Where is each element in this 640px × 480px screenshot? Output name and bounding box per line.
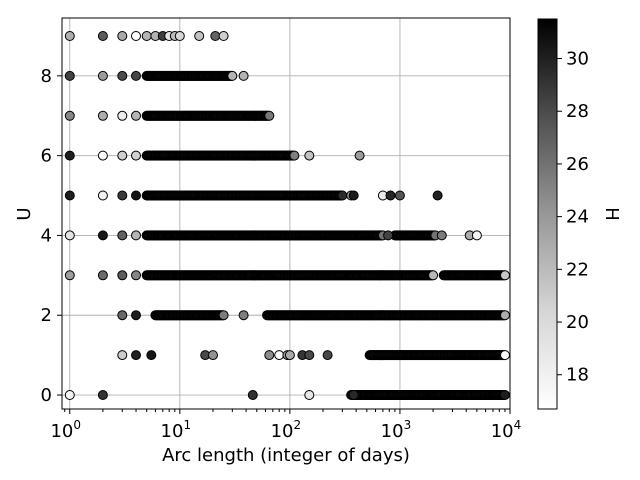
data-point <box>131 31 141 41</box>
data-point <box>131 70 141 81</box>
y-axis-label: U <box>14 207 35 220</box>
data-point <box>97 230 108 241</box>
x-axis-ticks: 100 101 102 103 104 <box>50 409 521 442</box>
data-point <box>238 310 249 321</box>
y-axis-ticks: 0 2 4 6 8 <box>41 66 62 406</box>
data-point <box>117 230 128 241</box>
data-point <box>264 350 275 361</box>
data-point <box>383 230 394 241</box>
data-point <box>428 270 439 281</box>
data-point <box>97 190 108 201</box>
colorbar-tick-label: 26 <box>566 154 589 175</box>
data-point <box>141 31 152 41</box>
data-point <box>238 70 249 81</box>
data-point <box>131 270 141 281</box>
data-points <box>64 31 510 400</box>
y-tick-label: 4 <box>41 225 52 246</box>
data-point <box>218 31 229 41</box>
data-point <box>97 150 108 161</box>
data-point <box>117 350 128 361</box>
y-tick-label: 2 <box>41 305 52 326</box>
data-point <box>64 150 75 161</box>
data-point <box>64 110 75 121</box>
data-point <box>117 270 128 281</box>
data-point <box>117 150 128 161</box>
plot-frame <box>61 17 511 410</box>
data-point <box>64 270 75 281</box>
data-point <box>117 310 128 321</box>
y-tick-label: 0 <box>41 385 52 406</box>
data-point <box>117 70 128 81</box>
data-point <box>97 31 108 41</box>
data-point <box>131 150 141 161</box>
x-tick-label: 102 <box>271 418 302 442</box>
data-point <box>500 310 510 321</box>
colorbar-label: H <box>601 207 622 221</box>
colorbar-tick-label: 24 <box>566 207 589 228</box>
data-point <box>218 310 229 321</box>
colorbar <box>537 18 558 410</box>
data-point <box>304 390 315 400</box>
data-point <box>304 350 315 361</box>
x-tick-label: 101 <box>161 418 192 442</box>
data-point <box>289 150 300 161</box>
data-point <box>284 350 295 361</box>
data-point <box>337 190 348 201</box>
data-point <box>436 230 447 241</box>
data-point <box>64 230 75 241</box>
data-point <box>131 350 141 361</box>
data-point <box>385 190 396 201</box>
colorbar-tick-label: 30 <box>566 49 589 70</box>
data-point <box>264 110 275 121</box>
data-point <box>117 110 128 121</box>
data-point <box>131 110 141 121</box>
data-point <box>354 150 365 161</box>
y-tick-label: 8 <box>41 66 52 87</box>
x-tick-label: 104 <box>491 418 522 442</box>
data-point <box>500 270 510 281</box>
data-point <box>394 190 405 201</box>
data-point <box>304 150 315 161</box>
colorbar-ticks: 18 20 22 24 26 28 30 <box>557 49 589 386</box>
y-tick-label: 6 <box>41 146 52 167</box>
colorbar-tick-label: 22 <box>566 259 589 280</box>
data-point <box>117 31 128 41</box>
data-point <box>97 110 108 121</box>
data-point <box>471 230 482 241</box>
data-point <box>131 230 141 241</box>
x-axis-label: Arc length (integer of days) <box>162 445 410 466</box>
data-point <box>247 390 258 400</box>
data-point <box>64 390 75 400</box>
data-point <box>322 350 333 361</box>
data-point <box>500 390 510 400</box>
data-point <box>348 190 359 201</box>
data-point <box>97 270 108 281</box>
data-point <box>227 70 238 81</box>
data-point <box>174 31 185 41</box>
data-point <box>500 350 510 361</box>
data-point <box>64 31 75 41</box>
data-point <box>146 350 157 361</box>
data-point <box>348 390 359 400</box>
data-point <box>64 190 75 201</box>
data-point <box>97 70 108 81</box>
colorbar-tick-label: 20 <box>566 312 589 333</box>
data-point <box>208 350 218 361</box>
data-point <box>194 31 205 41</box>
data-point <box>97 390 108 400</box>
x-tick-label: 100 <box>50 418 81 442</box>
data-point <box>117 190 128 201</box>
data-point <box>274 350 285 361</box>
data-point <box>131 190 141 201</box>
data-point <box>210 31 221 41</box>
data-point <box>432 190 443 201</box>
x-tick-label: 103 <box>381 418 412 442</box>
data-point <box>64 70 75 81</box>
colorbar-tick-label: 28 <box>566 101 589 122</box>
colorbar-tick-label: 18 <box>566 365 589 386</box>
data-point <box>131 310 141 321</box>
